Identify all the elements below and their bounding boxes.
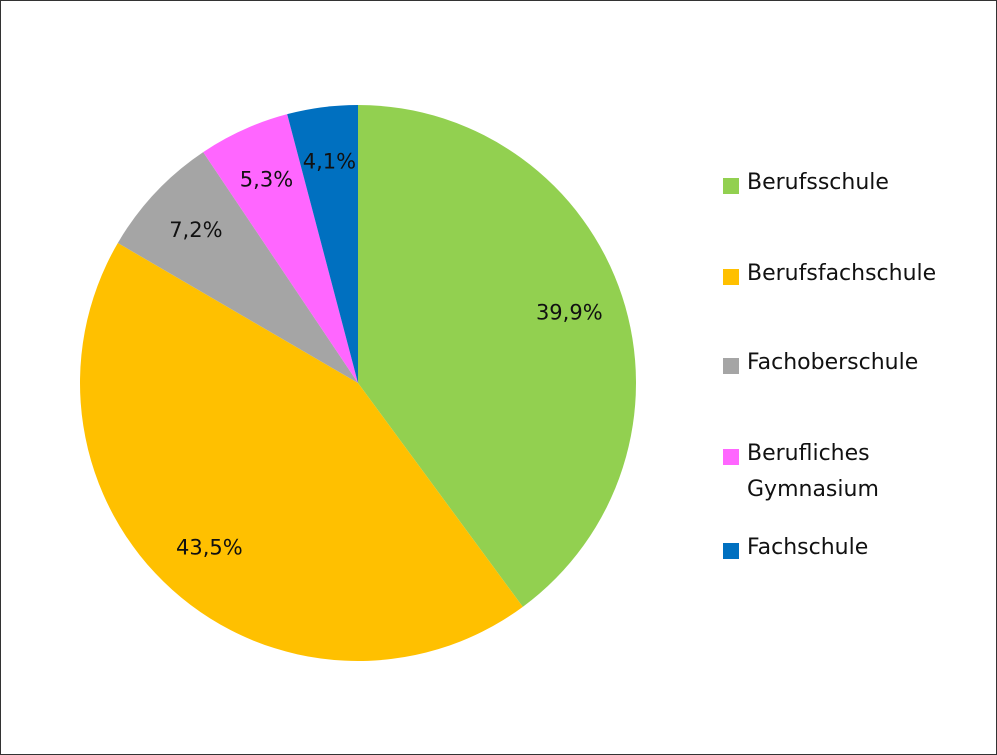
legend-label: Fachschule: [747, 535, 869, 560]
legend-item: Berufsfachschule: [723, 261, 982, 292]
pie-slice: [287, 105, 358, 383]
pie-slice: [117, 152, 359, 383]
legend-swatch: [723, 178, 739, 194]
legend-swatch: [723, 449, 739, 465]
data-label: 7,2%: [169, 218, 222, 242]
data-label: 4,1%: [303, 149, 356, 173]
legend-label: Berufsfachschule: [747, 261, 937, 286]
legend-item: Berufliches Gymnasium: [723, 441, 982, 508]
data-label: 5,3%: [240, 167, 293, 191]
pie-slice: [358, 105, 637, 607]
legend-label: Fachoberschule: [747, 350, 919, 375]
legend-swatch: [723, 543, 739, 559]
data-label: 39,9%: [536, 301, 603, 325]
legend-label: Berufliches Gymnasium: [747, 441, 879, 502]
pie-slice: [79, 242, 523, 662]
data-label: 43,5%: [176, 535, 243, 559]
legend-swatch: [723, 269, 739, 285]
legend-item: Fachoberschule: [723, 350, 982, 381]
legend-label: Berufsschule: [747, 170, 889, 195]
pie-slice: [203, 114, 358, 383]
legend-item: Berufsschule: [723, 170, 982, 201]
legend-item: Fachschule: [723, 535, 982, 566]
legend-swatch: [723, 358, 739, 374]
